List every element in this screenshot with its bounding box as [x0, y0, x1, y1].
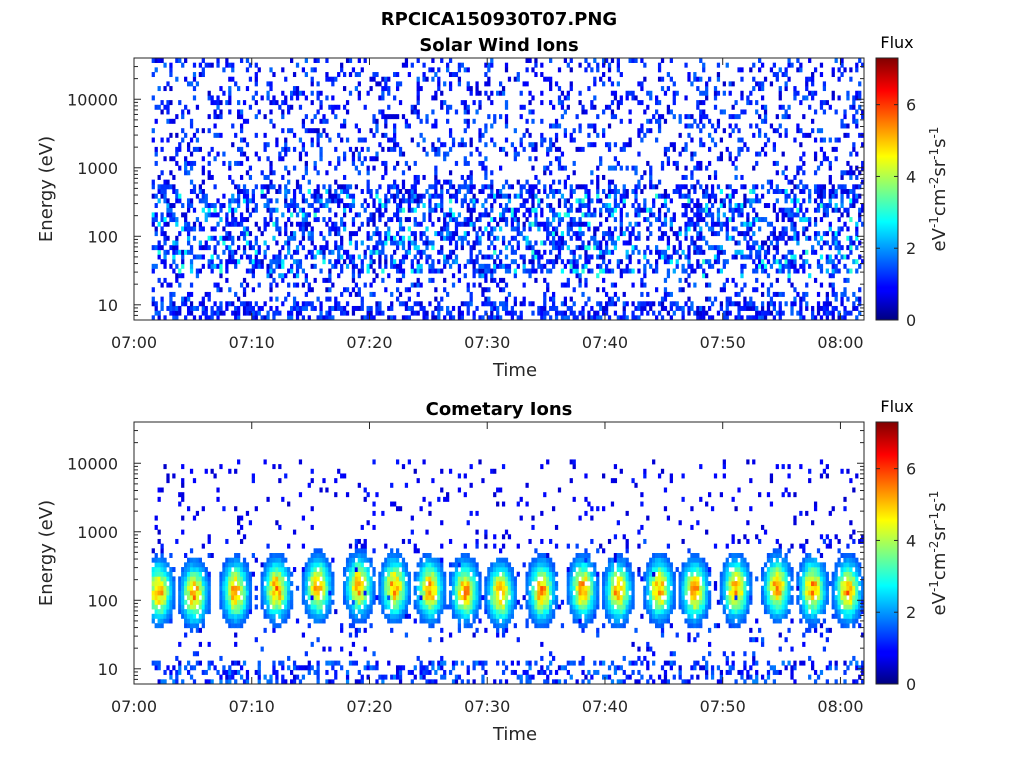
x-tick-label: 07:20 [346, 333, 392, 352]
x-tick-label: 07:50 [700, 333, 746, 352]
x-tick-label: 07:00 [111, 697, 157, 716]
colorbar-tick-label: 4 [906, 167, 916, 186]
panel-cometary: Cometary Ions 07:00 07:10 07:20 07:30 07:40 07… [36, 397, 950, 745]
x-tick-label: 08:00 [817, 333, 863, 352]
x-axis-label: Time [492, 724, 537, 745]
colorbar-tick-label: 0 [906, 311, 916, 330]
y-axis-label: Energy (eV) [36, 136, 57, 242]
colorbar-tick-label: 2 [906, 239, 916, 258]
heatmap [151, 58, 864, 320]
x-tick-label: 07:00 [111, 333, 157, 352]
x-tick-label: 07:10 [229, 697, 275, 716]
x-tick-label: 07:40 [582, 333, 628, 352]
colorbar-tick-label: 2 [906, 603, 916, 622]
plot-frame [133, 57, 865, 321]
x-tick-label: 07:30 [464, 697, 510, 716]
y-tick-label: 1000 [77, 523, 118, 542]
y-tick-label: 10 [98, 660, 118, 679]
x-tick-label: 08:00 [817, 697, 863, 716]
colorbar-title: Flux [880, 397, 913, 416]
x-tick-label: 07:30 [464, 333, 510, 352]
colorbar-tick-label: 4 [906, 531, 916, 550]
panel-solar-wind: Solar Wind Ions 07:00 07:10 07:20 07:30 07:40… [36, 33, 950, 381]
plot-frame [133, 421, 865, 685]
y-tick-label: 10000 [67, 454, 118, 473]
heatmap [151, 459, 864, 684]
y-tick-label: 100 [87, 591, 118, 610]
x-tick-label: 07:50 [700, 697, 746, 716]
colorbar-tick-label: 0 [906, 675, 916, 694]
y-axis-label: Energy (eV) [36, 500, 57, 606]
x-tick-label: 07:10 [229, 333, 275, 352]
colorbar-tick-label: 6 [906, 96, 916, 115]
colorbar [875, 57, 899, 321]
colorbar-title: Flux [880, 33, 913, 52]
y-tick-label: 100 [87, 227, 118, 246]
x-axis-label: Time [492, 360, 537, 381]
y-tick-label: 10 [98, 296, 118, 315]
x-tick-label: 07:40 [582, 697, 628, 716]
x-tick-label: 07:20 [346, 697, 392, 716]
panel-title: Solar Wind Ions [419, 35, 578, 56]
colorbar-label: eV-1cm-2sr-1s-1 [927, 127, 950, 252]
colorbar [875, 421, 899, 685]
panel-title: Cometary Ions [426, 399, 573, 420]
y-tick-label: 10000 [67, 90, 118, 109]
figure-title: RPCICA150930T07.PNG [381, 9, 617, 30]
y-tick-label: 1000 [77, 159, 118, 178]
colorbar-tick-label: 6 [906, 460, 916, 479]
colorbar-label: eV-1cm-2sr-1s-1 [927, 491, 950, 616]
